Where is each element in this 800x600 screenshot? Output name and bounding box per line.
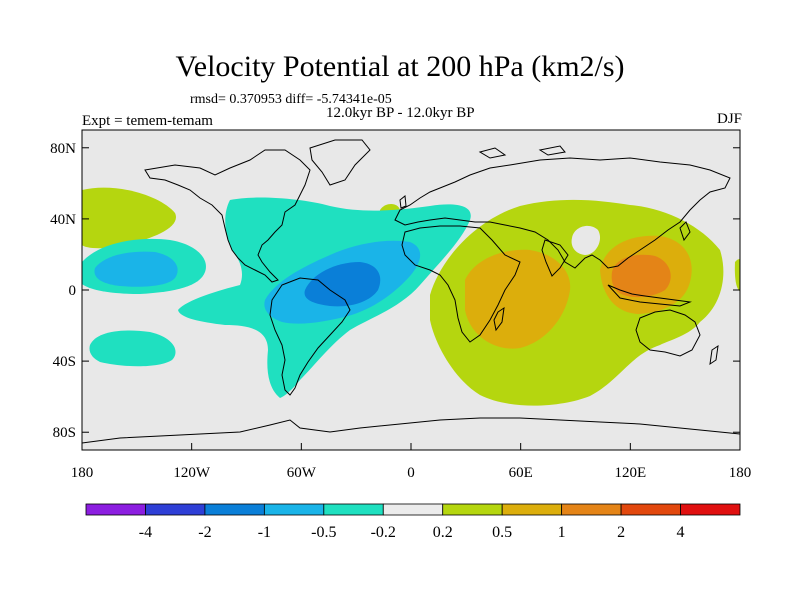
coast-india bbox=[541, 239, 569, 277]
colorbar-label: -4 bbox=[139, 524, 152, 541]
contour-positive-mid-africa bbox=[465, 249, 571, 349]
coast-australia bbox=[635, 309, 701, 357]
colorbar-segment bbox=[145, 503, 206, 516]
colorbar-segment bbox=[620, 503, 681, 516]
longitude-axis: 180 120W 60W 0 60E 120E 180 bbox=[71, 443, 752, 481]
contour-neutral-arabia bbox=[571, 225, 601, 255]
coast-antarctica bbox=[82, 417, 740, 444]
contour-positive-low-dateline bbox=[734, 259, 740, 292]
coast-uk bbox=[399, 195, 407, 209]
colorbar-label: 4 bbox=[677, 524, 685, 541]
colorbar-label: -2 bbox=[198, 524, 211, 541]
colorbar-segment bbox=[680, 503, 741, 516]
contour-negative-high-amazon bbox=[304, 262, 381, 307]
coast-north-america bbox=[144, 149, 311, 283]
lon-tick-label: 180 bbox=[71, 465, 94, 481]
colorbar-segment bbox=[204, 503, 265, 516]
coast-south-america bbox=[269, 277, 351, 396]
lon-tick-label: 180 bbox=[729, 465, 752, 481]
experiment-label: Expt = temem-temam bbox=[82, 113, 213, 129]
colorbar-label: 1 bbox=[558, 524, 566, 541]
coast-arctic-islands bbox=[478, 145, 566, 159]
lat-tick-label: 80S bbox=[53, 425, 76, 441]
latitude-axis: 80N 40N 0 40S 80S bbox=[50, 141, 740, 441]
colorbar-segment bbox=[442, 503, 503, 516]
coast-madagascar bbox=[493, 306, 505, 332]
colorbar-label: -0.2 bbox=[371, 524, 396, 541]
colorbar: -4 -2 -1 -0.5 -0.2 0.2 0.5 1 2 4 bbox=[85, 503, 741, 541]
lat-tick-label: 80N bbox=[50, 141, 76, 157]
contour-negative-low-south-pacific bbox=[89, 330, 176, 367]
colorbar-segment bbox=[501, 503, 563, 516]
lat-tick-label: 0 bbox=[69, 283, 77, 299]
coast-eurasia bbox=[394, 157, 731, 269]
lon-tick-label: 0 bbox=[407, 465, 415, 481]
colorbar-label: 0.5 bbox=[492, 524, 512, 541]
contour-positive-high-maritime bbox=[611, 254, 671, 298]
colorbar-label: 0.2 bbox=[433, 524, 453, 541]
lon-tick-label: 60E bbox=[509, 465, 533, 481]
colorbar-label: -0.5 bbox=[311, 524, 336, 541]
coast-new-zealand bbox=[709, 344, 719, 366]
coast-japan bbox=[679, 221, 691, 242]
colorbar-segment bbox=[263, 503, 325, 516]
lon-tick-label: 120E bbox=[614, 465, 646, 481]
period-subtitle: 12.0kyr BP - 12.0kyr BP bbox=[326, 105, 475, 121]
colorbar-label: 2 bbox=[617, 524, 625, 541]
coast-greenland bbox=[309, 139, 371, 186]
coast-africa bbox=[401, 225, 521, 343]
lon-tick-label: 60W bbox=[287, 465, 317, 481]
colorbar-segment bbox=[323, 503, 384, 516]
colorbar-segment bbox=[382, 503, 444, 516]
contour-fields bbox=[82, 187, 740, 406]
season-label: DJF bbox=[716, 111, 742, 127]
contour-positive-low-northwest bbox=[82, 187, 176, 249]
colorbar-segment bbox=[85, 503, 146, 516]
coastlines bbox=[82, 139, 740, 444]
colorbar-label: -1 bbox=[258, 524, 271, 541]
chart-title: Velocity Potential at 200 hPa (km2/s) bbox=[175, 50, 625, 83]
lon-tick-label: 120W bbox=[173, 465, 211, 481]
colorbar-segment bbox=[561, 503, 622, 516]
lat-tick-label: 40N bbox=[50, 212, 76, 228]
lat-tick-label: 40S bbox=[53, 354, 76, 370]
stats-subtitle: rmsd= 0.370953 diff= -5.74341e-05 bbox=[190, 92, 392, 107]
contour-negative-mid-pacific bbox=[94, 251, 178, 287]
coast-maritime-continent bbox=[607, 284, 692, 307]
